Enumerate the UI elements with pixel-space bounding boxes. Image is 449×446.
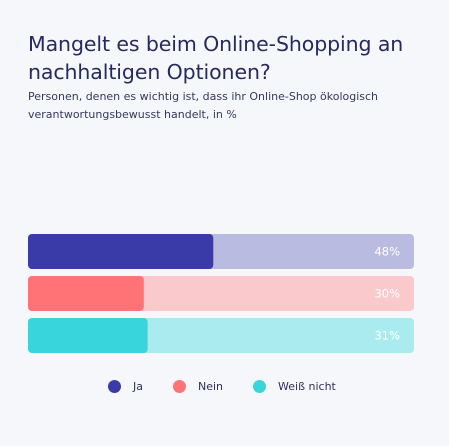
legend-item-weiss-nicht: Weiß nicht (253, 380, 336, 393)
legend-label-ja: Ja (133, 380, 143, 393)
legend-swatch-ja (108, 380, 121, 393)
chart-legend: Ja Nein Weiß nicht (108, 380, 336, 393)
legend-label-nein: Nein (198, 380, 224, 393)
legend-item-ja: Ja (108, 380, 143, 393)
bar-value-label-nein: 30% (374, 287, 400, 301)
bar-ja (28, 234, 214, 269)
legend-swatch-nein (173, 380, 186, 393)
chart-title: Mangelt es beim Online-Shopping an nachh… (28, 32, 404, 84)
bar-nein (28, 276, 144, 311)
legend-label-weiss-nicht: Weiß nicht (278, 380, 336, 393)
bar-value-label-weiss-nicht: 31% (374, 329, 400, 343)
chart-subtitle: Personen, denen es wichtig ist, dass ihr… (28, 90, 379, 121)
legend-item-nein: Nein (173, 380, 223, 393)
bar-value-label-ja: 48% (374, 245, 400, 259)
legend-swatch-weiss-nicht (253, 380, 267, 393)
bar-weiss-nicht (28, 318, 148, 353)
